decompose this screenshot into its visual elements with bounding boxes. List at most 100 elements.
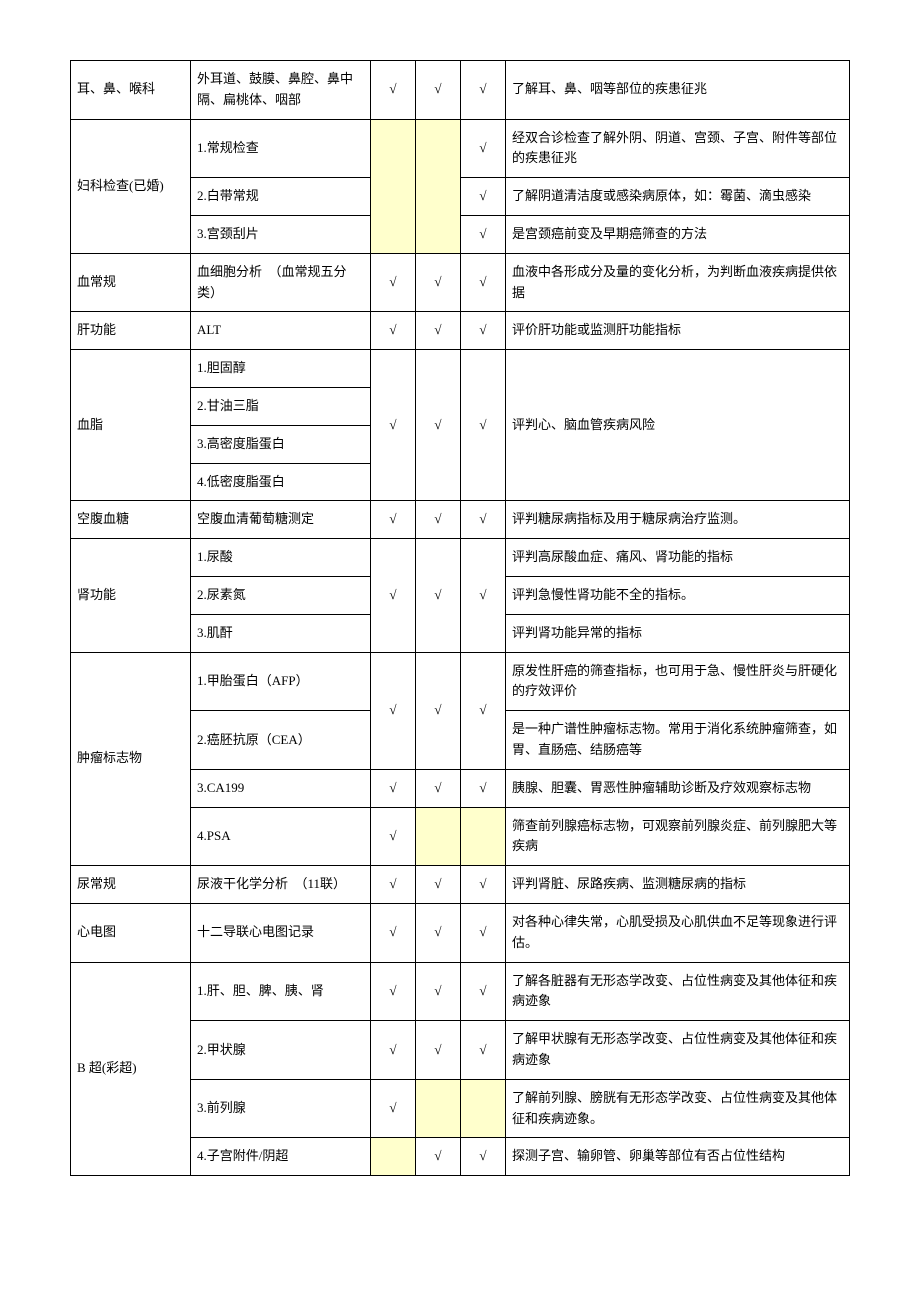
item-cell: 3.CA199: [191, 769, 371, 807]
check-col-1: √: [371, 903, 416, 962]
table-row: 妇科检查(已婚)1.常规检查√经双合诊检查了解外阴、阴道、宫颈、子宫、附件等部位…: [71, 119, 850, 178]
item-cell: 4.低密度脂蛋白: [191, 463, 371, 501]
check-col-1: √: [371, 652, 416, 769]
table-row: 尿常规尿液干化学分析 （11联）√√√评判肾脏、尿路疾病、监测糖尿病的指标: [71, 866, 850, 904]
check-col-3: √: [461, 215, 506, 253]
category-cell: 耳、鼻、喉科: [71, 61, 191, 120]
desc-cell: 了解甲状腺有无形态学改变、占位性病变及其他体征和疾病迹象: [506, 1021, 850, 1080]
check-col-1: √: [371, 866, 416, 904]
desc-cell: 评价肝功能或监测肝功能指标: [506, 312, 850, 350]
check-col-2: √: [416, 501, 461, 539]
desc-cell: 了解前列腺、膀胱有无形态学改变、占位性病变及其他体征和疾病迹象。: [506, 1079, 850, 1138]
item-cell: 1.甲胎蛋白（AFP）: [191, 652, 371, 711]
desc-cell: 了解各脏器有无形态学改变、占位性病变及其他体征和疾病迹象: [506, 962, 850, 1021]
desc-cell: 对各种心律失常，心肌受损及心肌供血不足等现象进行评估。: [506, 903, 850, 962]
item-cell: 血细胞分析 （血常规五分类）: [191, 253, 371, 312]
item-cell: 尿液干化学分析 （11联）: [191, 866, 371, 904]
desc-cell: 血液中各形成分及量的变化分析，为判断血液疾病提供依据: [506, 253, 850, 312]
category-cell: 尿常规: [71, 866, 191, 904]
desc-cell: 胰腺、胆囊、胃恶性肿瘤辅助诊断及疗效观察标志物: [506, 769, 850, 807]
category-cell: 肾功能: [71, 539, 191, 652]
item-cell: 3.肌酐: [191, 614, 371, 652]
desc-cell: 评判肾脏、尿路疾病、监测糖尿病的指标: [506, 866, 850, 904]
category-cell: 血脂: [71, 350, 191, 501]
check-col-2: √: [416, 61, 461, 120]
category-cell: 肝功能: [71, 312, 191, 350]
check-col-3: √: [461, 1021, 506, 1080]
check-col-2: √: [416, 539, 461, 652]
table-row: 肿瘤标志物1.甲胎蛋白（AFP）√√√原发性肝癌的筛查指标，也可用于急、慢性肝炎…: [71, 652, 850, 711]
check-col-2: √: [416, 652, 461, 769]
check-col-3: √: [461, 903, 506, 962]
desc-cell: 评判急慢性肾功能不全的指标。: [506, 576, 850, 614]
desc-cell: 是一种广谱性肿瘤标志物。常用于消化系统肿瘤筛查，如胃、直肠癌、结肠癌等: [506, 711, 850, 770]
table-row: 肾功能1.尿酸√√√评判高尿酸血症、痛风、肾功能的指标: [71, 539, 850, 577]
check-col-3: √: [461, 61, 506, 120]
item-cell: 2.白带常规: [191, 178, 371, 216]
check-col-1: √: [371, 501, 416, 539]
check-col-1: √: [371, 962, 416, 1021]
check-col-3: √: [461, 1138, 506, 1176]
table-row: B 超(彩超)1.肝、胆、脾、胰、肾√√√了解各脏器有无形态学改变、占位性病变及…: [71, 962, 850, 1021]
table-row: 空腹血糖空腹血清葡萄糖测定√√√评判糖尿病指标及用于糖尿病治疗监测。: [71, 501, 850, 539]
item-cell: 3.前列腺: [191, 1079, 371, 1138]
check-col-3: √: [461, 769, 506, 807]
desc-cell: 评判糖尿病指标及用于糖尿病治疗监测。: [506, 501, 850, 539]
item-cell: 空腹血清葡萄糖测定: [191, 501, 371, 539]
check-col-3: [461, 807, 506, 866]
check-col-1: √: [371, 61, 416, 120]
check-col-2: [416, 1079, 461, 1138]
check-col-2: √: [416, 866, 461, 904]
category-cell: 心电图: [71, 903, 191, 962]
check-col-3: √: [461, 312, 506, 350]
check-col-3: √: [461, 501, 506, 539]
check-col-1: [371, 1138, 416, 1176]
check-col-2: [416, 119, 461, 253]
table-row: 肝功能ALT√√√评价肝功能或监测肝功能指标: [71, 312, 850, 350]
check-col-1: √: [371, 312, 416, 350]
item-cell: 1.尿酸: [191, 539, 371, 577]
check-col-2: √: [416, 962, 461, 1021]
category-cell: 肿瘤标志物: [71, 652, 191, 866]
item-cell: ALT: [191, 312, 371, 350]
desc-cell: 评判肾功能异常的指标: [506, 614, 850, 652]
check-col-1: √: [371, 1021, 416, 1080]
check-col-3: √: [461, 350, 506, 501]
item-cell: 4.子宫附件/阴超: [191, 1138, 371, 1176]
check-col-3: √: [461, 119, 506, 178]
item-cell: 2.癌胚抗原（CEA）: [191, 711, 371, 770]
item-cell: 3.宫颈刮片: [191, 215, 371, 253]
check-col-2: √: [416, 312, 461, 350]
desc-cell: 评判高尿酸血症、痛风、肾功能的指标: [506, 539, 850, 577]
check-col-2: √: [416, 350, 461, 501]
exam-table: 耳、鼻、喉科外耳道、鼓膜、鼻腔、鼻中隔、扁桃体、咽部√√√了解耳、鼻、咽等部位的…: [70, 60, 850, 1176]
desc-cell: 探测子宫、输卵管、卵巢等部位有否占位性结构: [506, 1138, 850, 1176]
item-cell: 1.常规检查: [191, 119, 371, 178]
desc-cell: 筛查前列腺癌标志物，可观察前列腺炎症、前列腺肥大等疾病: [506, 807, 850, 866]
table-row: 心电图十二导联心电图记录√√√对各种心律失常，心肌受损及心肌供血不足等现象进行评…: [71, 903, 850, 962]
category-cell: 血常规: [71, 253, 191, 312]
check-col-2: √: [416, 1138, 461, 1176]
item-cell: 1.胆固醇: [191, 350, 371, 388]
table-row: 血常规血细胞分析 （血常规五分类）√√√血液中各形成分及量的变化分析，为判断血液…: [71, 253, 850, 312]
desc-cell: 了解阴道清洁度或感染病原体，如：霉菌、滴虫感染: [506, 178, 850, 216]
item-cell: 2.甘油三脂: [191, 387, 371, 425]
check-col-3: √: [461, 178, 506, 216]
item-cell: 十二导联心电图记录: [191, 903, 371, 962]
check-col-3: √: [461, 866, 506, 904]
check-col-2: √: [416, 1021, 461, 1080]
item-cell: 2.尿素氮: [191, 576, 371, 614]
category-cell: 空腹血糖: [71, 501, 191, 539]
check-col-1: √: [371, 350, 416, 501]
check-col-1: [371, 119, 416, 253]
check-col-3: √: [461, 539, 506, 652]
check-col-2: [416, 807, 461, 866]
check-col-1: √: [371, 539, 416, 652]
item-cell: 1.肝、胆、脾、胰、肾: [191, 962, 371, 1021]
check-col-1: √: [371, 769, 416, 807]
check-col-3: √: [461, 253, 506, 312]
check-col-2: √: [416, 903, 461, 962]
check-col-3: √: [461, 652, 506, 769]
check-col-1: √: [371, 807, 416, 866]
check-col-2: √: [416, 769, 461, 807]
